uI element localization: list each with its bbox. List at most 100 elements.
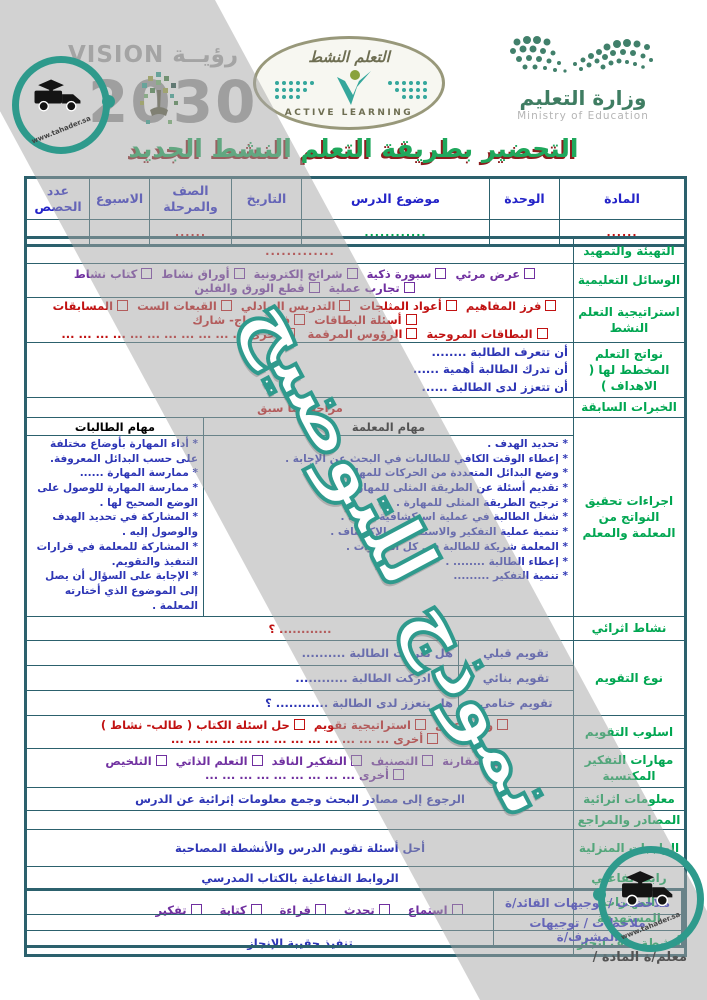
checkbox-icon[interactable] [233, 267, 245, 279]
outcome-line[interactable]: أن تتعرف الطالبة ........ [431, 345, 568, 360]
enrichment-activity-value[interactable]: ............ ؟ [25, 616, 574, 641]
thinking-skills-label: مهارات التفكير المكتسبة [573, 748, 686, 788]
checkbox-icon[interactable] [308, 281, 320, 293]
checkbox-option: حل اسئلة الكتاب ( طالب- نشاط ) [101, 718, 305, 732]
info-header-unit: الوحدة [489, 177, 560, 220]
enrichment-info-label: معلومات اثرائية [573, 787, 686, 811]
checkbox-icon[interactable] [422, 755, 434, 766]
checkbox-icon[interactable] [414, 719, 426, 730]
warmup-value[interactable]: ............. [25, 237, 574, 264]
sources-value[interactable] [25, 809, 574, 831]
checkbox-option: المقارنة [442, 754, 504, 768]
checkbox-option: فرز المفاهيم [466, 299, 557, 313]
checkbox-icon[interactable] [283, 328, 295, 339]
checkbox-icon[interactable] [220, 300, 232, 311]
header-logos: رؤيــة VISION 2030 [0, 12, 707, 154]
checkbox-option: استراتيجية تقويم [314, 718, 426, 732]
checkbox-icon[interactable] [524, 267, 536, 279]
checkbox-icon[interactable] [497, 719, 509, 730]
student-task-item: * ممارسة المهارة للوصول على الوضع الصحيح… [37, 482, 198, 509]
evaluation-formative-question[interactable]: هل ادركت الطالبة ............ [25, 665, 459, 691]
teacher-task-item: * وضع البدائل المتعددة من الحركات للمهار… [335, 467, 568, 480]
teaching-aids-label: الوسائل التعليمية [573, 263, 686, 298]
checkbox-icon[interactable] [445, 300, 457, 311]
evaluation-formative-type: تقويم بنائي [458, 665, 574, 691]
checkbox-icon[interactable] [294, 314, 306, 325]
row-leader-notes: ملاحظات / توجيهات القائد/ة [25, 889, 683, 915]
checkbox-icon[interactable] [536, 328, 548, 339]
outcome-line[interactable]: أن تتعزز لدى الطالبة ...... [421, 379, 568, 394]
teacher-tasks-header: مهام المعلمة [203, 417, 574, 436]
teacher-task-item: * تنمية التفكير ......... [453, 570, 568, 583]
checkbox-option: التدريس التبادلي [241, 299, 351, 313]
checkbox-icon[interactable] [346, 267, 358, 279]
supervisor-notes-value[interactable] [25, 914, 494, 947]
checkbox-icon[interactable] [405, 314, 417, 325]
evaluation-method-label: اسلوب التقويم [573, 715, 686, 749]
row-thinking-skills: مهارات التفكير المكتسبة المقارنة التصنيف ا… [25, 748, 686, 788]
procedures-label: اجراءات تحقيق النواتج من المعلمة والمعلم [573, 417, 686, 617]
row-interactive-link: رابط تفاعلي الروابط التفاعلية بالكتاب ال… [25, 866, 686, 891]
strategy-options-line1: فرز المفاهيم أعواد المثلجات التدريس التباد… [32, 299, 568, 327]
checkbox-icon[interactable] [339, 300, 351, 311]
checkbox-icon[interactable] [350, 755, 362, 766]
leader-notes-value[interactable] [25, 889, 494, 915]
ministry-of-education-logo: وزارة التعليم Ministry of Education [478, 34, 688, 134]
prior-experience-value[interactable]: مراجعة ما سبق [25, 397, 574, 418]
checkbox-icon[interactable] [427, 733, 439, 744]
checkbox-icon[interactable] [141, 267, 153, 279]
evaluation-summative-question[interactable]: هل يتعزز لدى الطالبة ............ ؟ [25, 690, 459, 716]
enrichment-info-value: الرجوع إلى مصادر البحث وجمع معلومات إثرا… [25, 787, 574, 811]
checkbox-icon[interactable] [403, 281, 415, 293]
student-tasks-list: * أداء المهارة بأوضاع مختلفة على حسب الب… [25, 435, 204, 617]
checkbox-option-other: أخرى ... ... ... ... ... ... ... ... ...… [171, 732, 439, 746]
checkbox-option-other: أخرى ... ... ... ... ... ... ... ... ...… [61, 327, 295, 341]
outcomes-label: نواتج التعلم المخطط لها ( الاهداف ) [573, 342, 686, 398]
lesson-plan-table: التهيئة والتمهيد ............. الوسائل ا… [24, 236, 687, 958]
checkbox-option: كتاب نشاط [74, 267, 153, 281]
checkbox-icon[interactable] [435, 267, 447, 279]
checkbox-icon[interactable] [155, 755, 167, 766]
evaluation-pre-question[interactable]: هل تعرفت الطالبة .......... [25, 640, 459, 666]
checkbox-option: سبورة ذكية [367, 267, 447, 281]
checkbox-option: الرؤوس المرقمة [308, 327, 418, 341]
student-task-item: * المشاركة للمعلمة في قرارات التنفيذ وال… [36, 540, 198, 568]
checkbox-icon[interactable] [293, 719, 305, 730]
teacher-task-item: * ترجيح الطريقة المثلى للمهارة . [396, 496, 568, 509]
outcome-line[interactable]: أن تدرك الطالبة أهمية ...... [412, 362, 568, 377]
checkbox-option: أعواد المثلجات [359, 299, 457, 313]
student-task-item: * أداء المهارة بأوضاع مختلفة على حسب الب… [49, 438, 198, 465]
row-warmup: التهيئة والتمهيد ............. [25, 237, 686, 264]
checkbox-option: التلخيص [105, 754, 167, 768]
checkbox-option: أوراق نشاط [161, 267, 245, 281]
checkbox-icon[interactable] [545, 300, 557, 311]
checkbox-icon[interactable] [492, 755, 504, 766]
checkbox-option: المسابقات [53, 299, 129, 313]
stamp-gap-dot-icon [593, 887, 606, 901]
checkbox-option: شرائح إلكترونية [254, 267, 358, 281]
row-strategy: استراتيجية التعلم النشط فرز المفاهيم أعوا… [25, 297, 686, 343]
teacher-signature-line[interactable]: معلم/ة المادة / [592, 950, 687, 965]
student-task-item: * الإجابة على السؤال أن يصل إلى الموضوع … [45, 570, 198, 612]
info-header-periods: عدد الحصص [25, 177, 90, 220]
interactive-link-value[interactable]: الروابط التفاعلية بالكتاب المدرسي [25, 866, 574, 891]
evaluation-pre-type: تقويم قبلي [458, 640, 574, 666]
checkbox-option: أسئلة البطاقات [314, 313, 417, 327]
checkbox-icon[interactable] [406, 328, 418, 339]
teacher-task-item: * المعلمة شريكة للطالبة في كل القرارات . [346, 540, 568, 553]
checkbox-option: التصنيف [371, 754, 434, 768]
row-teaching-aids: الوسائل التعليمية عرض مرئي سبورة ذكية شرائ… [25, 263, 686, 298]
vision-2030-wordmark: رؤيــة VISION [68, 42, 239, 68]
stamp-gap-dot-icon [102, 94, 115, 108]
checkbox-icon[interactable] [251, 755, 263, 766]
evaluation-type-label: نوع التقويم [573, 640, 686, 716]
info-header-week: الاسبوع [89, 177, 150, 220]
checkbox-icon[interactable] [117, 300, 129, 311]
checkbox-option: ورقة عمل [435, 718, 509, 732]
checkbox-icon[interactable] [392, 769, 404, 780]
row-prior-experience: الخبرات السابقة مراجعة ما سبق [25, 397, 686, 418]
sources-label: المصادر والمراجع [573, 809, 686, 831]
warmup-label: التهيئة والتمهيد [573, 237, 686, 264]
row-enrichment-info: معلومات اثرائية الرجوع إلى مصادر البحث و… [25, 787, 686, 811]
teacher-task-item: * تحديد الهدف . [487, 438, 568, 450]
